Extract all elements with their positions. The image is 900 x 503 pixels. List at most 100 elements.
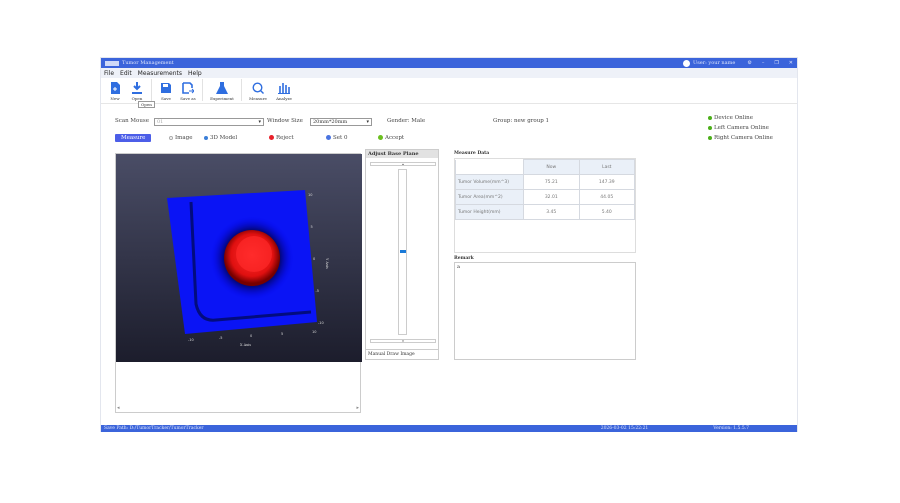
viewer-container: -10 -5 0 5 10 10 5 0 -5 -10 X Axis Y Axis ◂ ▸: [115, 153, 362, 413]
status-left-camera: Left Camera Online: [708, 125, 773, 131]
table-cell: 32.01: [523, 189, 580, 205]
chevron-down-icon: ▾: [258, 119, 261, 125]
save-as-icon: [182, 82, 194, 94]
x-tick-label: -10: [188, 338, 194, 342]
experiment-button[interactable]: Experiment: [206, 82, 238, 101]
resize-grip-icon[interactable]: ◂: [117, 405, 120, 411]
datetime: 2026-03-02 15:22:21: [600, 426, 649, 431]
remark-textarea[interactable]: a: [454, 262, 636, 360]
app-window: Tumor Management User: your name ⚙ – ❐ ✕…: [100, 57, 798, 432]
base-plane-slider[interactable]: [398, 169, 407, 335]
window-size-label: Window Size: [267, 118, 303, 124]
user-name: User: your name: [692, 60, 736, 66]
table-row: Tumor Volume(mm^3) 75.21 147.39: [454, 174, 635, 190]
row-header: Tumor Height(mm): [454, 204, 525, 220]
base-plane-title: Adjust Base Plane: [366, 150, 438, 158]
status-right-camera: Right Camera Online: [708, 135, 773, 141]
image-radio[interactable]: Image: [169, 135, 192, 141]
row-header: Tumor Area(mm^2): [454, 189, 525, 205]
chevron-down-icon: ▾: [366, 119, 369, 125]
x-tick-label: 5: [281, 332, 283, 336]
manual-draw-image-button[interactable]: Manual Draw Image: [366, 349, 438, 359]
open-button[interactable]: Open: [126, 82, 148, 101]
menu-edit[interactable]: Edit: [120, 69, 132, 77]
scan-mouse-label: Scan Mouse: [115, 118, 149, 124]
column-header: [454, 159, 525, 175]
x-tick-label: -5: [219, 336, 223, 340]
row-header: Tumor Volume(mm^3): [454, 174, 525, 190]
3d-model-view[interactable]: -10 -5 0 5 10 10 5 0 -5 -10 X Axis Y Axis: [116, 154, 362, 362]
reject-button[interactable]: Reject: [269, 135, 294, 141]
y-axis-label: Y Axis: [325, 257, 329, 269]
flask-icon: [216, 82, 228, 94]
settings-icon[interactable]: ⚙: [747, 60, 752, 66]
window-title: Tumor Management: [122, 60, 174, 66]
table-row: Tumor Area(mm^2) 32.01 44.05: [454, 189, 635, 205]
x-axis-label: X Axis: [240, 343, 251, 347]
status-bar: Save Path: D:/TumorTracker/TumorTracker …: [101, 425, 797, 432]
menu-help[interactable]: Help: [188, 69, 202, 77]
download-icon: [132, 82, 142, 94]
menu-file[interactable]: File: [104, 69, 115, 77]
remark-title: Remark: [454, 256, 474, 261]
measure-table: Now Last Tumor Volume(mm^3) 75.21 147.39 Tumo…: [454, 159, 635, 220]
toolbar-divider: [241, 79, 242, 101]
gender-text: Gender: Male: [387, 118, 426, 124]
measure-button[interactable]: Measure: [115, 134, 152, 142]
slider-down-button[interactable]: ▾: [370, 339, 436, 343]
table-cell: 147.39: [578, 174, 635, 190]
analyze-button[interactable]: Analyze: [271, 82, 297, 101]
column-header: Now: [523, 159, 580, 175]
accept-button[interactable]: Accept: [378, 135, 404, 141]
scan-mouse-select[interactable]: 01 ▾: [154, 118, 264, 126]
column-header: Last: [578, 159, 635, 175]
measure-data-panel: Now Last Tumor Volume(mm^3) 75.21 147.39 Tumo…: [454, 158, 636, 253]
save-button[interactable]: Save: [155, 82, 177, 101]
y-tick-label: -5: [316, 289, 320, 293]
table-cell: 5.40: [578, 204, 635, 220]
x-tick-label: 0: [250, 334, 252, 338]
save-icon: [161, 83, 171, 93]
table-cell: 75.21: [523, 174, 580, 190]
table-cell: 44.05: [578, 189, 635, 205]
title-bar: Tumor Management User: your name ⚙ – ❐ ✕: [101, 58, 797, 68]
y-tick-label: 10: [308, 193, 312, 197]
app-logo-icon: [105, 60, 119, 66]
restore-icon[interactable]: ❐: [774, 60, 779, 66]
close-icon[interactable]: ✕: [788, 60, 793, 66]
search-icon: [252, 82, 264, 94]
group-text: Group: new group 1: [493, 118, 550, 124]
measure-data-title: Measure Data: [454, 151, 490, 156]
save-as-button[interactable]: Save as: [177, 82, 199, 101]
toolbar-divider: [202, 79, 203, 101]
base-plane-panel: Adjust Base Plane ▴ ▾ Manual Draw Image: [365, 149, 439, 360]
version: Version: 1.5.5.7: [713, 426, 749, 431]
menu-measurements[interactable]: Measurements: [137, 69, 182, 77]
y-tick-label: 5: [311, 225, 313, 229]
window-size-select[interactable]: 20mm*20mm ▾: [310, 118, 372, 126]
new-file-icon: [111, 82, 120, 94]
table-cell: 3.45: [523, 204, 580, 220]
measure-tool-button[interactable]: Measure: [245, 82, 271, 101]
minimize-icon[interactable]: –: [761, 60, 765, 66]
toolbar-divider: [151, 79, 152, 101]
y-tick-label: 0: [313, 257, 315, 261]
table-row: Tumor Height(mm) 3.45 5.40: [454, 204, 635, 220]
menu-bar: File Edit Measurements Help: [101, 68, 797, 78]
slider-up-button[interactable]: ▴: [370, 162, 436, 166]
status-device: Device Online: [708, 115, 773, 121]
tooltip: Open: [138, 101, 155, 108]
resize-grip-icon[interactable]: ▸: [356, 405, 359, 411]
new-button[interactable]: New: [104, 82, 126, 101]
3d-model-radio[interactable]: 3D Model: [204, 135, 237, 141]
set0-button[interactable]: Set 0: [326, 135, 347, 141]
save-path: Save Path: D:/TumorTracker/TumorTracker: [104, 426, 204, 431]
slider-thumb[interactable]: [400, 250, 406, 253]
bar-chart-icon: [278, 83, 290, 94]
table-header-row: Now Last: [454, 159, 635, 175]
y-tick-label: -10: [318, 321, 324, 325]
avatar-icon[interactable]: [682, 59, 690, 67]
toolbar: New Open Save Save as Experiment Measure…: [101, 78, 797, 104]
device-status-list: Device Online Left Camera Online Right C…: [708, 115, 773, 141]
x-tick-label: 10: [312, 330, 316, 334]
